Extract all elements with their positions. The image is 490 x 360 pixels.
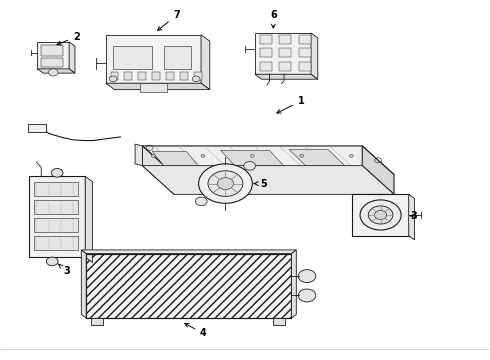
Polygon shape (106, 83, 210, 90)
Circle shape (300, 154, 304, 157)
Bar (260, 48, 272, 57)
Polygon shape (143, 146, 394, 175)
Circle shape (192, 76, 200, 82)
Polygon shape (69, 42, 75, 73)
Bar (180, 72, 188, 80)
Text: 5: 5 (254, 179, 267, 189)
Polygon shape (362, 146, 394, 194)
Bar (34, 235, 78, 250)
Circle shape (298, 270, 316, 283)
Bar (164, 45, 191, 69)
Polygon shape (255, 33, 311, 74)
Polygon shape (85, 176, 93, 262)
Bar (152, 72, 160, 80)
Bar (113, 45, 152, 69)
Circle shape (368, 206, 393, 224)
Bar (124, 72, 132, 80)
Bar (299, 48, 311, 57)
Polygon shape (152, 151, 202, 171)
Circle shape (244, 162, 255, 170)
Bar (138, 72, 146, 80)
Polygon shape (292, 250, 296, 318)
Circle shape (51, 168, 63, 177)
Polygon shape (37, 69, 75, 73)
Circle shape (349, 154, 353, 157)
Text: 1: 1 (277, 96, 305, 113)
Polygon shape (352, 194, 409, 235)
Bar (166, 72, 174, 80)
Text: 7: 7 (158, 10, 180, 31)
Polygon shape (135, 144, 143, 166)
Bar (34, 182, 78, 196)
Polygon shape (37, 42, 69, 69)
Bar (86, 253, 292, 318)
Bar (279, 62, 292, 71)
Circle shape (298, 289, 316, 302)
Bar (299, 35, 311, 44)
Polygon shape (201, 35, 210, 90)
Polygon shape (29, 176, 85, 257)
Bar (91, 318, 103, 324)
Bar (273, 318, 285, 324)
Polygon shape (81, 250, 86, 318)
Polygon shape (255, 74, 318, 79)
Polygon shape (143, 146, 174, 194)
Bar (86, 253, 292, 318)
Polygon shape (289, 149, 350, 171)
Bar (260, 35, 272, 44)
Circle shape (218, 178, 234, 189)
Circle shape (201, 154, 205, 157)
Polygon shape (143, 166, 394, 194)
Circle shape (47, 257, 58, 266)
Circle shape (109, 76, 117, 82)
Circle shape (208, 171, 243, 197)
Circle shape (196, 197, 207, 206)
Bar (260, 62, 272, 71)
Bar (194, 72, 201, 80)
Bar (41, 45, 63, 56)
Text: 6: 6 (270, 10, 277, 28)
Polygon shape (106, 35, 201, 83)
Polygon shape (220, 150, 289, 171)
Bar (279, 48, 292, 57)
Circle shape (151, 154, 155, 157)
Bar (299, 62, 311, 71)
Circle shape (374, 211, 387, 220)
Bar (41, 58, 63, 67)
Bar (140, 83, 167, 92)
Polygon shape (311, 33, 318, 79)
Text: 4: 4 (185, 324, 207, 338)
Circle shape (360, 200, 401, 230)
Bar (111, 72, 119, 80)
Text: 3: 3 (410, 211, 417, 221)
Bar (279, 35, 292, 44)
Text: 3: 3 (58, 264, 70, 276)
Text: 2: 2 (57, 32, 80, 45)
Polygon shape (81, 250, 296, 253)
Bar (34, 218, 78, 232)
Polygon shape (409, 194, 415, 240)
Circle shape (250, 154, 254, 157)
Bar (27, 124, 46, 132)
Circle shape (198, 164, 252, 203)
Bar (34, 200, 78, 214)
Circle shape (49, 69, 58, 76)
